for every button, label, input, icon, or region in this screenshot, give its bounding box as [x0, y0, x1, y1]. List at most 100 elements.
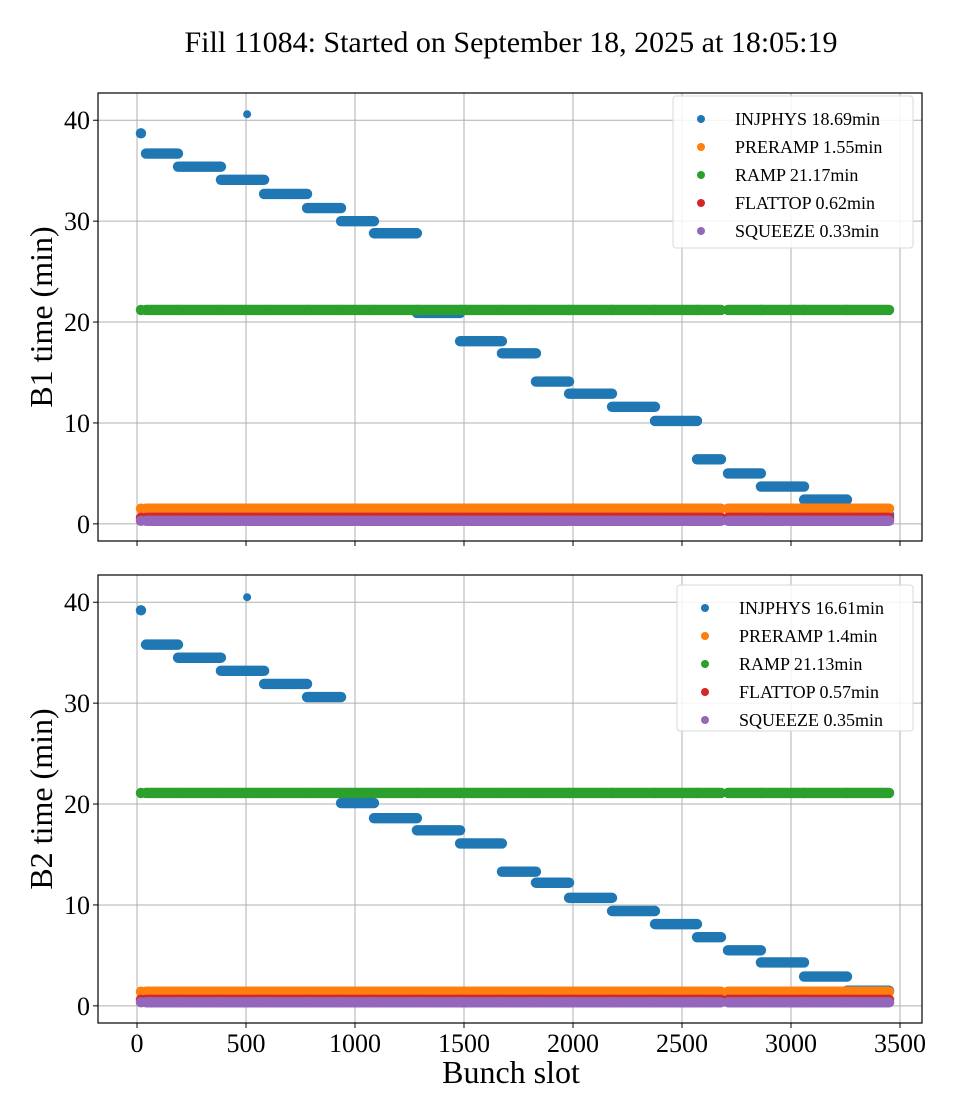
data-point-group — [368, 812, 423, 824]
data-point-group — [335, 304, 380, 316]
legend-frame — [672, 95, 914, 249]
x-tick-label: 1000 — [329, 1029, 381, 1058]
data-point-group — [606, 787, 661, 799]
legend-marker-ramp — [697, 171, 705, 179]
data-point-group — [301, 515, 347, 527]
data-point-group — [563, 892, 618, 904]
data-point-group — [606, 515, 661, 527]
data-point-group — [606, 401, 661, 413]
data-point-group — [140, 503, 184, 514]
legend-marker-ramp — [701, 660, 709, 668]
data-point-group — [258, 986, 313, 997]
data-point-group — [454, 304, 508, 316]
legend-marker-injphys — [701, 604, 709, 612]
data-point-group — [454, 838, 508, 849]
data-point-group — [301, 997, 347, 1008]
data-point-group — [649, 515, 703, 527]
data-point-group — [215, 997, 270, 1008]
data-point-group — [530, 787, 575, 799]
data-point-group — [691, 997, 727, 1008]
data-point-group — [411, 515, 466, 527]
data-point-group — [649, 415, 703, 427]
series-squeeze — [135, 997, 895, 1008]
data-point-group — [606, 905, 661, 917]
data-point-group — [841, 997, 895, 1008]
data-point-group — [368, 503, 423, 514]
legend-label: PRERAMP 1.55min — [735, 137, 882, 157]
series-ramp — [135, 304, 895, 316]
y-tick-label: 10 — [64, 409, 90, 438]
data-point-group — [798, 787, 853, 799]
legend-label: INJPHYS 16.61min — [739, 598, 884, 618]
data-point-group — [140, 148, 184, 159]
data-point-group — [530, 503, 575, 514]
y-tick-label: 10 — [64, 891, 90, 920]
data-point-group — [172, 652, 227, 663]
data-point-group — [649, 503, 703, 514]
data-point-group — [258, 678, 313, 690]
data-point-group — [691, 787, 727, 799]
data-point-group — [301, 691, 347, 703]
axes-frame — [97, 574, 923, 1024]
panel-b2: 0 10 20 30 40 0 500 1000 1500 2000 2500 3000 3500 B2 … — [23, 574, 926, 1058]
data-point-group — [722, 997, 767, 1008]
data-point-group — [530, 515, 575, 527]
data-point-group — [172, 997, 227, 1008]
data-point-group — [798, 503, 853, 514]
data-point-group — [258, 503, 313, 514]
data-point-group — [135, 605, 147, 616]
data-point-group — [755, 787, 810, 799]
data-point-group — [606, 304, 661, 316]
x-tick-label: 500 — [227, 1029, 266, 1058]
data-point-group — [335, 503, 380, 514]
data-point-group — [215, 665, 270, 677]
data-point-group — [755, 986, 810, 997]
data-point-group — [563, 986, 618, 997]
data-point-group — [258, 515, 313, 527]
data-point-group — [172, 515, 227, 527]
y-tick-label: 40 — [64, 106, 90, 135]
data-point-group — [496, 866, 542, 877]
x-tick-label: 2000 — [547, 1029, 599, 1058]
data-point-group — [335, 986, 380, 997]
data-point-group — [798, 304, 853, 316]
data-point-group — [496, 348, 542, 359]
data-point-group — [722, 468, 767, 479]
data-point-group — [606, 503, 661, 514]
series-preramp — [135, 986, 895, 997]
data-point-group — [841, 787, 895, 799]
data-point-group — [411, 503, 466, 514]
legend-marker-flattop — [697, 199, 705, 207]
data-point-group — [722, 304, 767, 316]
data-point-group — [215, 304, 270, 316]
legend-label: INJPHYS 18.69min — [735, 109, 880, 129]
data-point-group — [563, 304, 618, 316]
data-point-group — [563, 787, 618, 799]
legend: INJPHYS 18.69min PRERAMP 1.55min RAMP 21.1… — [672, 95, 914, 249]
series-preramp — [135, 503, 895, 514]
data-point-group — [411, 825, 466, 836]
x-tick-label: 3000 — [765, 1029, 817, 1058]
data-point-group — [722, 503, 767, 514]
data-point-group — [530, 997, 575, 1008]
data-point-group — [755, 957, 810, 968]
legend-marker-flattop — [701, 688, 709, 696]
legend-label: SQUEEZE 0.35min — [739, 710, 883, 730]
y-tick-label: 20 — [64, 308, 90, 337]
data-point-group — [755, 481, 810, 492]
data-point-group — [722, 986, 767, 997]
y-tick-label: 30 — [64, 207, 90, 236]
data-point-group — [301, 986, 347, 997]
data-point-group — [335, 797, 380, 809]
axes-frame — [97, 92, 923, 542]
data-point-group — [258, 188, 313, 200]
data-point-group — [530, 986, 575, 997]
data-point-group — [722, 787, 767, 799]
data-point-group — [755, 515, 810, 527]
data-point-group — [454, 997, 508, 1008]
data-point-group — [841, 986, 895, 997]
x-tick-label: 1500 — [438, 1029, 490, 1058]
legend-frame — [676, 584, 914, 732]
data-point-group — [563, 388, 618, 399]
